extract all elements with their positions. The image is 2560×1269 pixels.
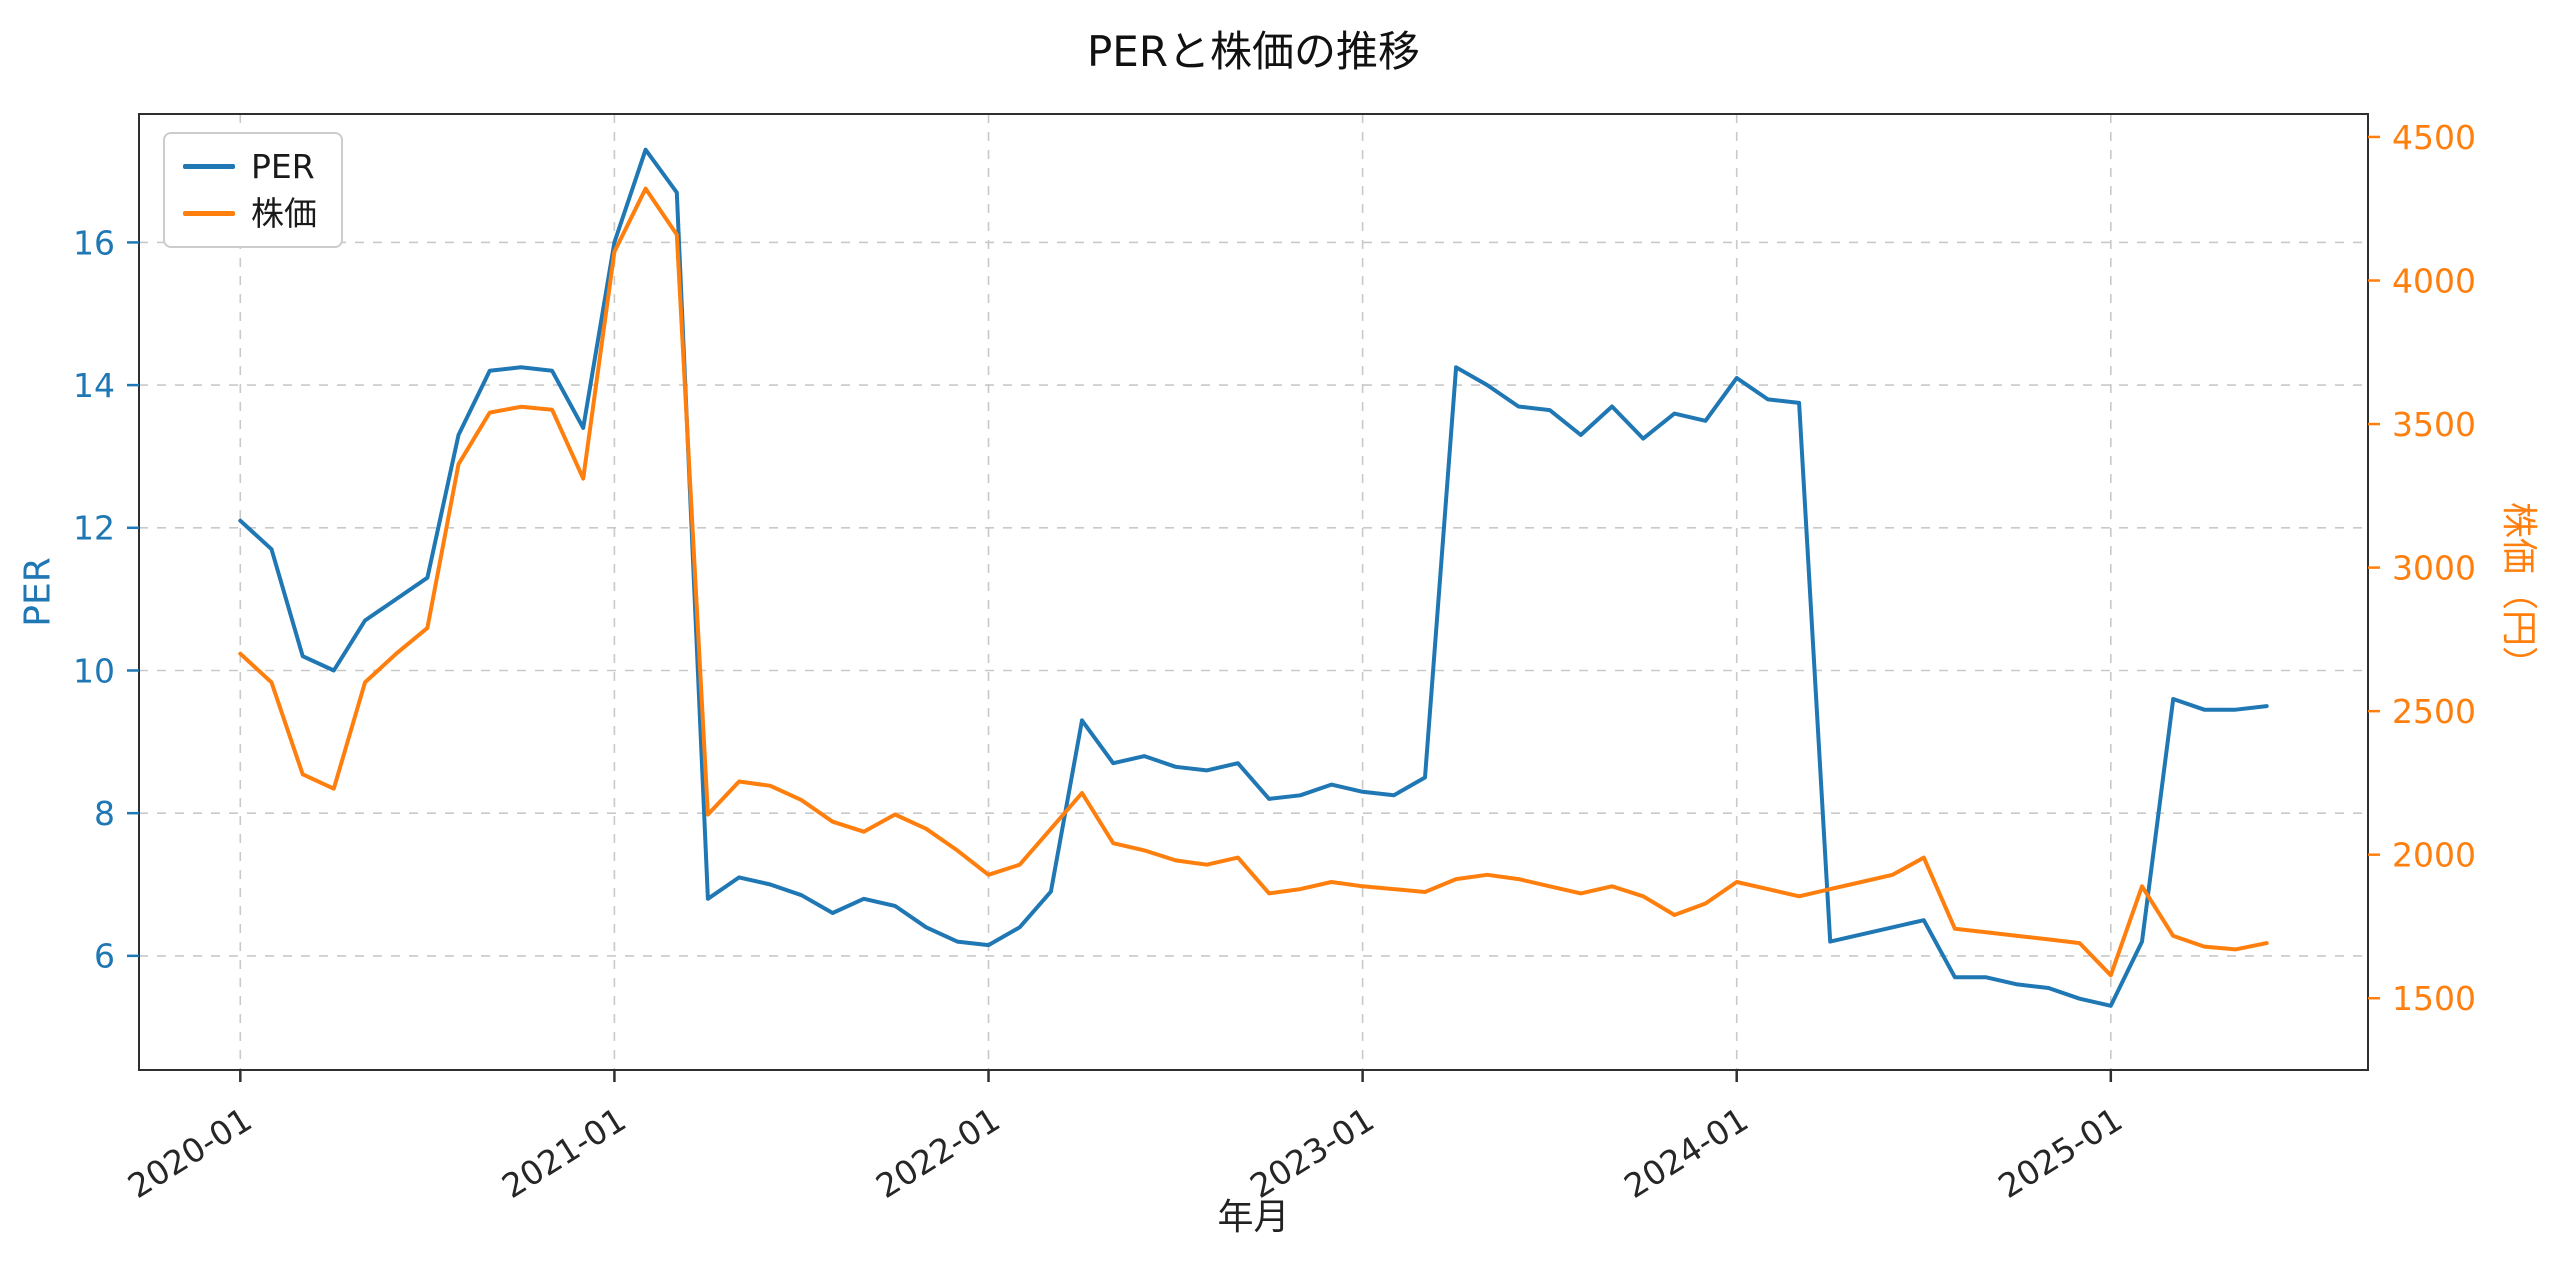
legend-item-kabuka: 株価 [183,197,317,230]
svg-text:3500: 3500 [2392,405,2476,444]
svg-text:4500: 4500 [2392,118,2476,157]
svg-text:4000: 4000 [2392,261,2476,300]
x-axis-label: 年月 [1217,1197,1290,1238]
legend-label-kabuka: 株価 [251,194,317,233]
legend: PER 株価 [163,132,343,248]
legend-label-per: PER [251,147,315,186]
svg-text:2500: 2500 [2392,692,2476,731]
y-axis-left-label: PER [17,557,59,627]
legend-item-per: PER [183,150,317,183]
svg-text:12: 12 [73,509,115,548]
svg-text:8: 8 [94,794,115,833]
kabuka-line-swatch [183,211,235,216]
svg-text:1500: 1500 [2392,979,2476,1018]
svg-text:14: 14 [73,366,115,405]
svg-text:3000: 3000 [2392,548,2476,587]
svg-text:16: 16 [73,223,115,262]
svg-text:2000: 2000 [2392,836,2476,875]
per-line-swatch [183,164,235,169]
svg-text:6: 6 [94,937,115,976]
y-axis-right-label: 株価（円） [2498,501,2539,683]
svg-text:10: 10 [73,651,115,690]
chart-title: PERと株価の推移 [1086,27,1421,76]
